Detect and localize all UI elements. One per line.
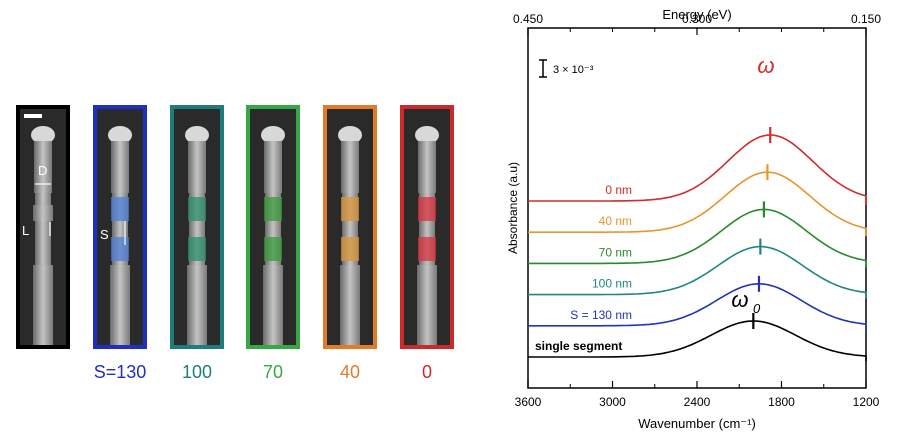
x2-tick-label: 0.300	[682, 12, 712, 26]
x2-tick-label: 0.150	[851, 12, 881, 26]
pillar-short-segment	[33, 205, 53, 221]
chart-labels: Wavenumber (cm⁻¹) Energy (eV) Absorbance (…	[506, 7, 775, 431]
tinted-segment-bottom	[341, 237, 359, 261]
y-axis-label: Absorbance (a.u)	[506, 162, 520, 254]
panel-label: 70	[262, 362, 284, 382]
chart-series	[528, 127, 867, 361]
panel-label: S=130	[93, 362, 147, 382]
series-label-2: 40 nm	[599, 214, 632, 228]
scale-bar	[24, 114, 42, 118]
sem-panel-5	[323, 105, 377, 349]
series-label-5: S = 130 nm	[570, 308, 632, 322]
panel-label: 100	[181, 362, 213, 382]
chart-axes: 3600 3000 2400 1800 1200 0.450 0.300 0.150	[513, 12, 881, 409]
scale-annotation-label: 3 × 10⁻³	[553, 64, 594, 76]
nanopillar-image	[174, 109, 220, 345]
x-axis-label: Wavenumber (cm⁻¹)	[638, 416, 756, 431]
pillar-lower-segment	[187, 265, 207, 345]
sem-panel-4	[246, 105, 300, 349]
x-tick-label: 2400	[684, 395, 711, 409]
pillar-cap	[185, 126, 209, 144]
plot-frame	[527, 27, 867, 389]
pillar-cap	[31, 126, 55, 144]
nanopillar-image	[250, 109, 296, 345]
series-line-6	[528, 320, 867, 361]
pillar-upper-segment	[264, 141, 282, 193]
series-label-1: 0 nm	[605, 183, 632, 197]
peak-label-omega: ω	[757, 53, 774, 78]
pillar-upper-segment	[188, 141, 206, 193]
x2-axis-label: Energy (eV)	[662, 7, 731, 22]
tinted-segment-top	[264, 197, 282, 221]
nanopillar-image: DL	[20, 109, 66, 345]
pillar-lower-segment	[340, 265, 360, 345]
pillar-cap	[108, 126, 132, 144]
pillar-cap	[415, 126, 439, 144]
peak-label-omega0: ω	[731, 287, 748, 312]
panel-label: 40	[339, 362, 361, 382]
pillar-lower-segment	[110, 265, 130, 345]
series-line-4	[528, 245, 867, 299]
series-line-1	[528, 134, 867, 205]
pillar-lower-segment	[33, 265, 53, 345]
tinted-segment-bottom	[188, 237, 206, 261]
series-label-3: 70 nm	[599, 245, 632, 259]
tinted-segment-bottom	[418, 237, 436, 261]
peak-label-omega0-subscript: 0	[753, 301, 761, 316]
tinted-segment-top	[418, 197, 436, 221]
pillar-cap	[261, 126, 285, 144]
pillar-upper-segment	[111, 141, 129, 193]
series-label-4: 100 nm	[592, 277, 632, 291]
sem-panel-6	[400, 105, 454, 349]
nanopillar-image	[327, 109, 373, 345]
marker-label-l: L	[22, 223, 29, 238]
pillar-cap	[338, 126, 362, 144]
pillar-upper-segment	[34, 141, 52, 193]
panel-label: 0	[421, 362, 432, 382]
tinted-segment-top	[111, 197, 129, 221]
sem-panel-3	[170, 105, 224, 349]
x-tick-label: 3000	[599, 395, 626, 409]
marker-label-d: D	[38, 163, 47, 178]
tinted-segment-top	[341, 197, 359, 221]
nanopillar-image	[404, 109, 450, 345]
pillar-lower-segment	[263, 265, 283, 345]
tinted-segment-top	[188, 197, 206, 221]
series-line-3	[528, 208, 867, 268]
x2-tick-label: 0.450	[513, 12, 543, 26]
pillar-lower-segment	[417, 265, 437, 345]
nanopillar-image: S	[97, 109, 143, 345]
x-tick-label: 1200	[853, 395, 880, 409]
pillar-upper-segment	[418, 141, 436, 193]
sem-panel-2: S	[93, 105, 147, 349]
series-label-6: single segment	[535, 339, 622, 353]
series-line-2	[528, 171, 867, 237]
series-line-5	[528, 282, 867, 330]
marker-label-s: S	[100, 227, 109, 242]
x-tick-label: 1800	[768, 395, 795, 409]
tinted-segment-bottom	[264, 237, 282, 261]
x-tick-label: 3600	[515, 395, 542, 409]
pillar-upper-segment	[341, 141, 359, 193]
